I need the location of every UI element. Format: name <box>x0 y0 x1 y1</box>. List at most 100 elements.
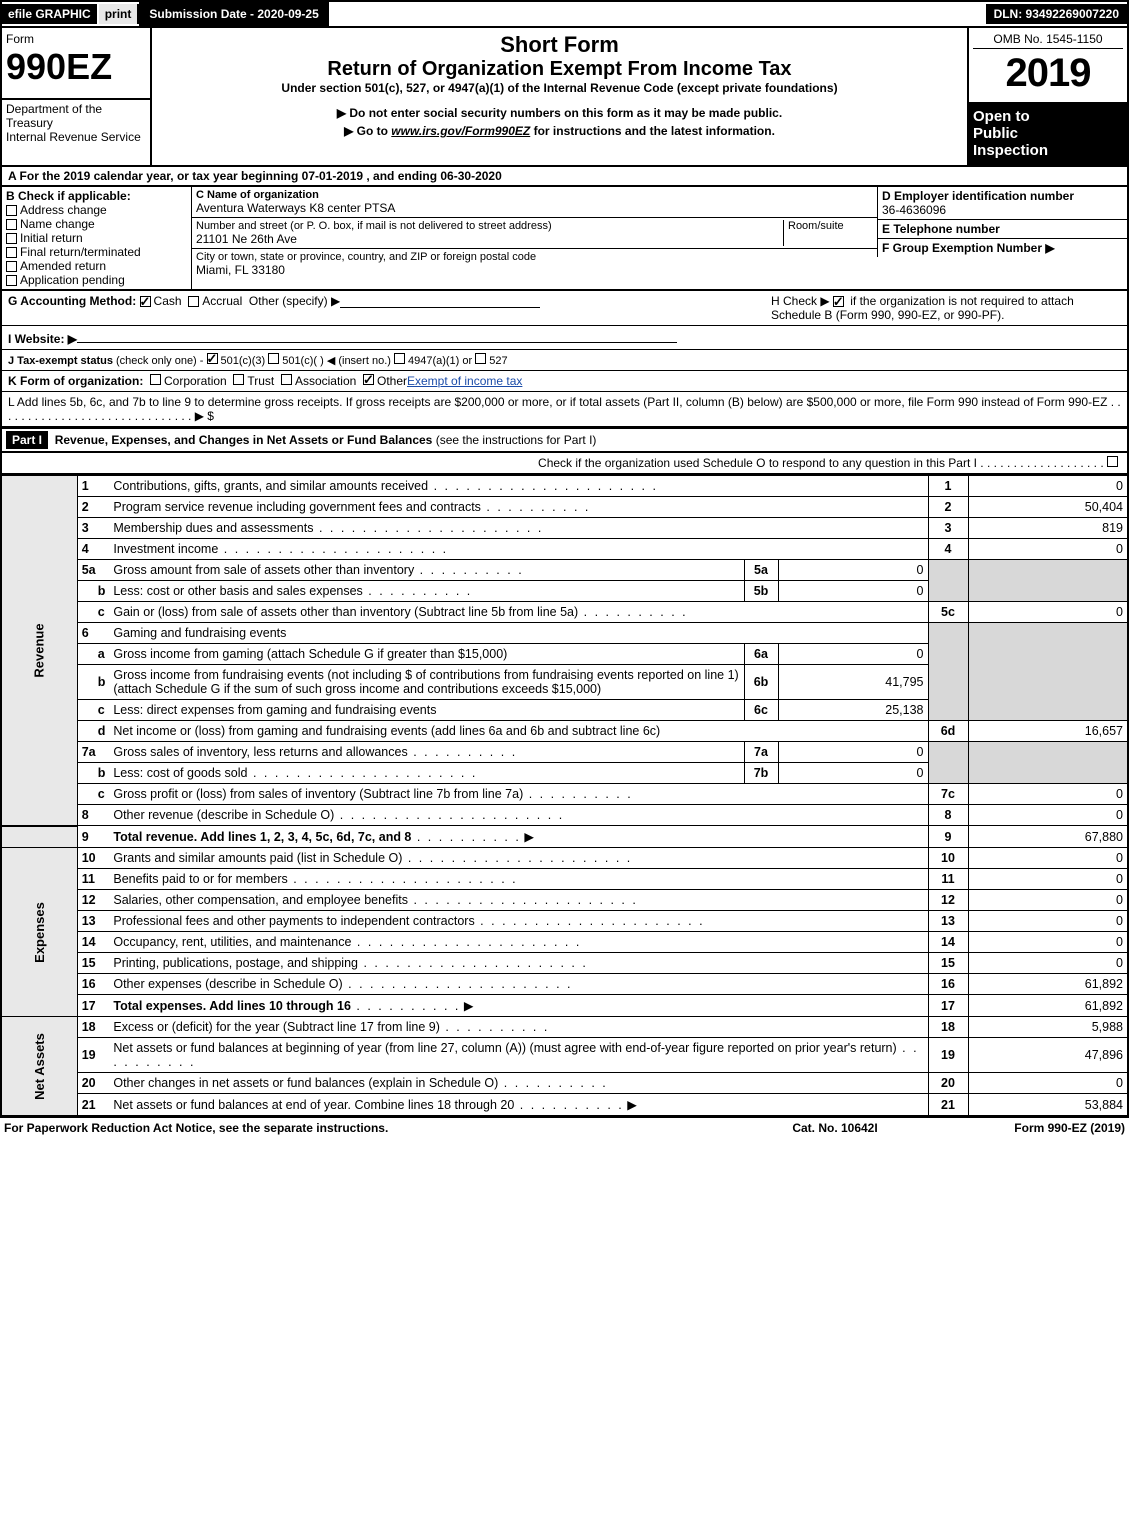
print-button[interactable]: print <box>99 4 140 24</box>
amt-4: 0 <box>968 539 1128 560</box>
city-label: City or town, state or province, country… <box>196 251 873 263</box>
line-h: H Check ▶ if the organization is not req… <box>771 294 1121 322</box>
amt-20: 0 <box>968 1073 1128 1094</box>
amt-9: 67,880 <box>968 826 1128 848</box>
form-label: Form <box>6 32 146 46</box>
sub-7b: 0 <box>778 763 928 784</box>
footer-catno: Cat. No. 10642I <box>745 1121 925 1135</box>
title-main: Return of Organization Exempt From Incom… <box>160 58 959 81</box>
amt-11: 0 <box>968 869 1128 890</box>
vtab-revenue: Revenue <box>1 476 77 826</box>
sub-6a: 0 <box>778 644 928 665</box>
year-block: OMB No. 1545-1150 2019 <box>967 28 1127 100</box>
chk-schedule-o[interactable] <box>1107 456 1118 467</box>
amt-2: 50,404 <box>968 497 1128 518</box>
vtab-netassets: Net Assets <box>1 1017 77 1117</box>
line-j: J Tax-exempt status (check only one) - 5… <box>0 350 1129 371</box>
dln: DLN: 93492269007220 <box>986 4 1127 24</box>
line-g: G Accounting Method: Cash Accrual Other … <box>8 294 771 308</box>
chk-assoc[interactable] <box>281 374 292 385</box>
chk-name[interactable]: Name change <box>6 217 187 231</box>
section-de: D Employer identification number 36-4636… <box>877 187 1127 289</box>
form-number: 990EZ <box>6 46 146 88</box>
amt-12: 0 <box>968 890 1128 911</box>
chk-cash[interactable] <box>140 296 151 307</box>
amt-13: 0 <box>968 911 1128 932</box>
section-c: C Name of organization Aventura Waterway… <box>192 187 877 289</box>
chk-no-schedule-b[interactable] <box>833 296 844 307</box>
dept-treasury: Department of the Treasury <box>6 102 146 130</box>
chk-4947[interactable] <box>394 353 405 364</box>
chk-final[interactable]: Final return/terminated <box>6 245 187 259</box>
top-bar: efile GRAPHIC print Submission Date - 20… <box>0 0 1129 28</box>
chk-address[interactable]: Address change <box>6 203 187 217</box>
org-name: Aventura Waterways K8 center PTSA <box>196 201 873 215</box>
group-exempt-label: F Group Exemption Number ▶ <box>882 241 1123 255</box>
vtab-expenses: Expenses <box>1 848 77 1017</box>
amt-6d: 16,657 <box>968 721 1128 742</box>
amt-7c: 0 <box>968 784 1128 805</box>
amt-5c: 0 <box>968 602 1128 623</box>
footer-formid: Form 990-EZ (2019) <box>925 1121 1125 1135</box>
title-short: Short Form <box>160 32 959 58</box>
street-value: 21101 Ne 26th Ave <box>196 232 783 246</box>
sub-6b: 41,795 <box>778 665 928 700</box>
c-name-label: C Name of organization <box>196 189 873 201</box>
omb-number: OMB No. 1545-1150 <box>973 32 1123 49</box>
part1-header: Part I Revenue, Expenses, and Changes in… <box>0 428 1129 453</box>
page-footer: For Paperwork Reduction Act Notice, see … <box>0 1117 1129 1138</box>
efile-label: efile GRAPHIC <box>2 4 97 24</box>
amt-18: 5,988 <box>968 1017 1128 1038</box>
line-l: L Add lines 5b, 6c, and 7b to line 9 to … <box>0 392 1129 428</box>
chk-501c[interactable] <box>268 353 279 364</box>
chk-pending[interactable]: Application pending <box>6 273 187 287</box>
subtitle: Under section 501(c), 527, or 4947(a)(1)… <box>160 81 959 95</box>
amt-19: 47,896 <box>968 1038 1128 1073</box>
chk-501c3[interactable] <box>207 353 218 364</box>
directive-1: ▶ Do not enter social security numbers o… <box>154 106 965 120</box>
line-a-taxyear: A For the 2019 calendar year, or tax yea… <box>0 167 1129 187</box>
room-label: Room/suite <box>788 220 873 232</box>
sub-5b: 0 <box>778 581 928 602</box>
chk-initial[interactable]: Initial return <box>6 231 187 245</box>
phone-label: E Telephone number <box>882 222 1123 236</box>
tax-year: 2019 <box>973 51 1123 96</box>
chk-other-org[interactable] <box>363 374 374 385</box>
entity-info-grid: B Check if applicable: Address change Na… <box>0 187 1129 291</box>
form-header: Form 990EZ Short Form Return of Organiza… <box>0 28 1129 100</box>
chk-527[interactable] <box>475 353 486 364</box>
amt-16: 61,892 <box>968 974 1128 995</box>
amt-3: 819 <box>968 518 1128 539</box>
sub-7a: 0 <box>778 742 928 763</box>
amt-17: 61,892 <box>968 995 1128 1017</box>
part1-table: Revenue 1 Contributions, gifts, grants, … <box>0 475 1129 1117</box>
part1-tag: Part I <box>6 431 48 449</box>
section-b-label: B Check if applicable: <box>6 189 187 203</box>
dept-row: Department of the Treasury Internal Reve… <box>0 100 1129 167</box>
amt-15: 0 <box>968 953 1128 974</box>
directive-2: ▶ Go to www.irs.gov/Form990EZ for instru… <box>154 124 965 138</box>
sub-5a: 0 <box>778 560 928 581</box>
amt-1: 0 <box>968 476 1128 497</box>
chk-amended[interactable]: Amended return <box>6 259 187 273</box>
sub-6c: 25,138 <box>778 700 928 721</box>
ein-value: 36-4636096 <box>882 203 1123 217</box>
amt-8: 0 <box>968 805 1128 826</box>
other-specify-field[interactable] <box>340 294 540 308</box>
website-field[interactable] <box>77 329 677 343</box>
amt-14: 0 <box>968 932 1128 953</box>
dept-block: Department of the Treasury Internal Reve… <box>2 100 152 165</box>
dept-irs: Internal Revenue Service <box>6 130 146 144</box>
line-i: I Website: ▶ <box>0 326 1129 350</box>
street-label: Number and street (or P. O. box, if mail… <box>196 220 783 232</box>
k-other-value[interactable]: Exempt of income tax <box>407 374 522 388</box>
chk-accrual[interactable] <box>188 296 199 307</box>
chk-trust[interactable] <box>233 374 244 385</box>
form-title-block: Short Form Return of Organization Exempt… <box>152 28 967 100</box>
ein-label: D Employer identification number <box>882 189 1123 203</box>
footer-notice: For Paperwork Reduction Act Notice, see … <box>4 1121 745 1135</box>
chk-corp[interactable] <box>150 374 161 385</box>
irs-link[interactable]: www.irs.gov/Form990EZ <box>391 124 530 138</box>
line-g-h: G Accounting Method: Cash Accrual Other … <box>0 291 1129 326</box>
open-inspection: Open to Public Inspection <box>967 100 1127 165</box>
